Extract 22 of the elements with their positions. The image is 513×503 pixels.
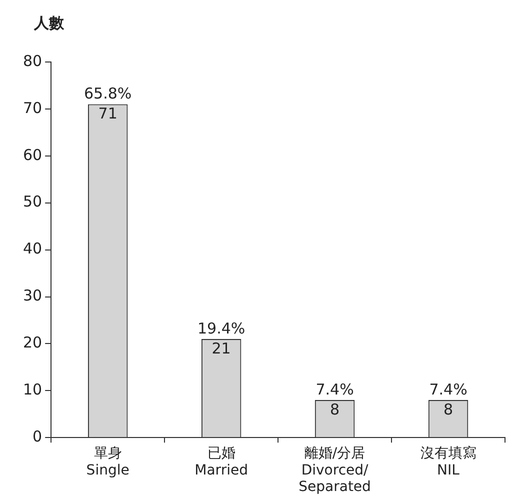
- annotation: 7.4%: [316, 380, 354, 398]
- y-tick-label: 50: [22, 192, 42, 211]
- data-label: 21: [212, 339, 231, 358]
- data-label: 8: [443, 400, 454, 418]
- y-tick-label: 30: [22, 286, 42, 305]
- x-tick-label: 離婚/分居 Divorced/ Separated: [298, 446, 371, 496]
- y-tick-label: 40: [22, 240, 42, 258]
- x-tick-label: 已婚 Married: [194, 446, 248, 478]
- annotation: 19.4%: [197, 319, 246, 338]
- data-label: 71: [98, 104, 118, 123]
- data-label: 8: [330, 400, 340, 418]
- x-tick-label: 沒有填寫 NIL: [420, 446, 476, 478]
- y-tick-label: 20: [22, 334, 42, 352]
- y-tick-label: 60: [22, 146, 42, 164]
- annotation: 7.4%: [429, 380, 468, 398]
- annotation: 65.8%: [84, 84, 132, 103]
- y-tick-label: 80: [22, 52, 42, 70]
- y-tick-label: 70: [22, 98, 42, 117]
- x-tick-label: 單身 Single: [86, 446, 130, 478]
- y-tick-label: 10: [22, 380, 42, 399]
- y-axis-title: 人數: [34, 14, 64, 33]
- y-tick-label: 0: [32, 427, 42, 446]
